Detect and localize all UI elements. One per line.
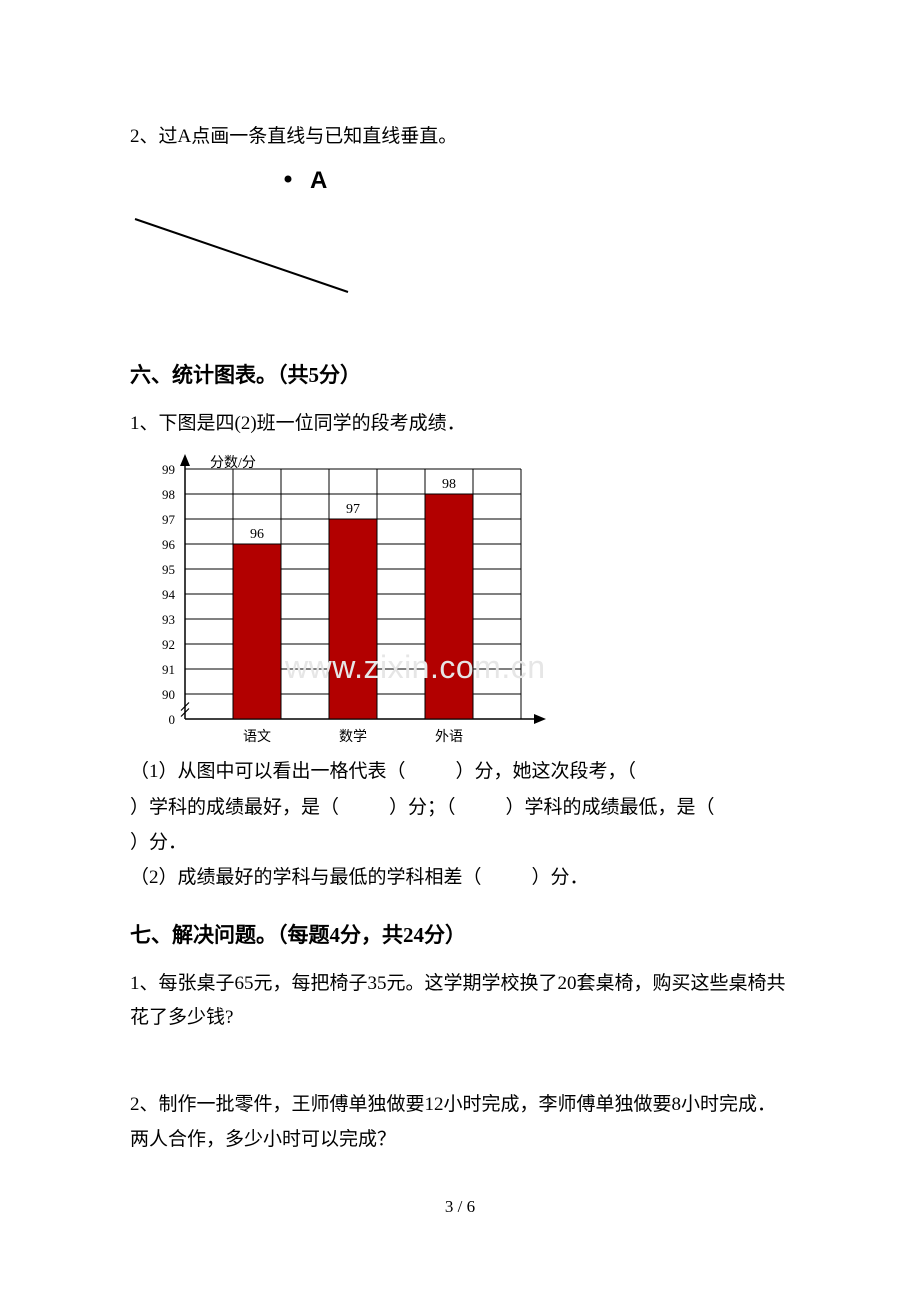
svg-text:98: 98 xyxy=(442,477,456,492)
svg-text:分数/分: 分数/分 xyxy=(210,455,256,471)
sub2-a: （2）成绩最好的学科与最低的学科相差（ xyxy=(130,867,482,888)
svg-text:99: 99 xyxy=(162,462,175,477)
section6-sub1: （1）从图中可以看出一格代表（ ）分，她这次段考，（ ）学科的成绩最好，是（ ）分；… xyxy=(130,754,790,859)
svg-text:外语: 外语 xyxy=(435,729,463,745)
sub1-part2c: ）学科的成绩最低，是（ xyxy=(506,797,715,818)
section7-q2: 2、制作一批零件，王师傅单独做要12小时完成，李师傅单独做要8小时完成．两人合作… xyxy=(130,1088,790,1156)
svg-text:语文: 语文 xyxy=(243,729,271,745)
svg-text:96: 96 xyxy=(250,527,264,542)
svg-text:90: 90 xyxy=(162,687,175,702)
svg-text:91: 91 xyxy=(162,662,175,677)
sub1-part3: ）分． xyxy=(130,832,187,853)
section6-title: 六、统计图表。（共5分） xyxy=(130,359,790,389)
sub1-part2a: ）学科的成绩最好，是（ xyxy=(130,797,339,818)
svg-text:92: 92 xyxy=(162,637,175,652)
svg-text:96: 96 xyxy=(162,537,176,552)
q2-geometry-text: 2、过A点画一条直线与已知直线垂直。 xyxy=(130,120,790,154)
section7-q1: 1、每张桌子65元，每把椅子35元。这学期学校换了20套桌椅，购买这些桌椅共花了… xyxy=(130,967,790,1035)
svg-text:95: 95 xyxy=(162,562,175,577)
sub2-b: ）分． xyxy=(532,867,589,888)
section6-q1-intro: 1、下图是四(2)班一位同学的段考成绩． xyxy=(130,407,790,441)
svg-text:94: 94 xyxy=(162,587,176,602)
point-a-label: A xyxy=(310,167,327,194)
svg-text:98: 98 xyxy=(162,487,175,502)
sub1-part1: （1）从图中可以看出一格代表（ xyxy=(130,761,406,782)
svg-text:97: 97 xyxy=(346,502,360,517)
sub1-part1b: ）分，她这次段考，（ xyxy=(456,761,637,782)
svg-text:93: 93 xyxy=(162,612,175,627)
svg-text:0: 0 xyxy=(169,712,176,727)
section6-sub2: （2）成绩最好的学科与最低的学科相差（ ）分． xyxy=(130,860,790,895)
svg-text:数学: 数学 xyxy=(339,729,367,745)
page-number: 3 / 6 xyxy=(0,1197,920,1217)
bar-chart: 090919293949596979899分数/分科目96语文97数学98外语 … xyxy=(130,449,550,749)
svg-text:97: 97 xyxy=(162,512,176,527)
section7-title: 七、解决问题。（每题4分，共24分） xyxy=(130,919,790,949)
sub1-part2b: ）分；（ xyxy=(389,797,456,818)
geometry-figure: A xyxy=(130,164,790,299)
